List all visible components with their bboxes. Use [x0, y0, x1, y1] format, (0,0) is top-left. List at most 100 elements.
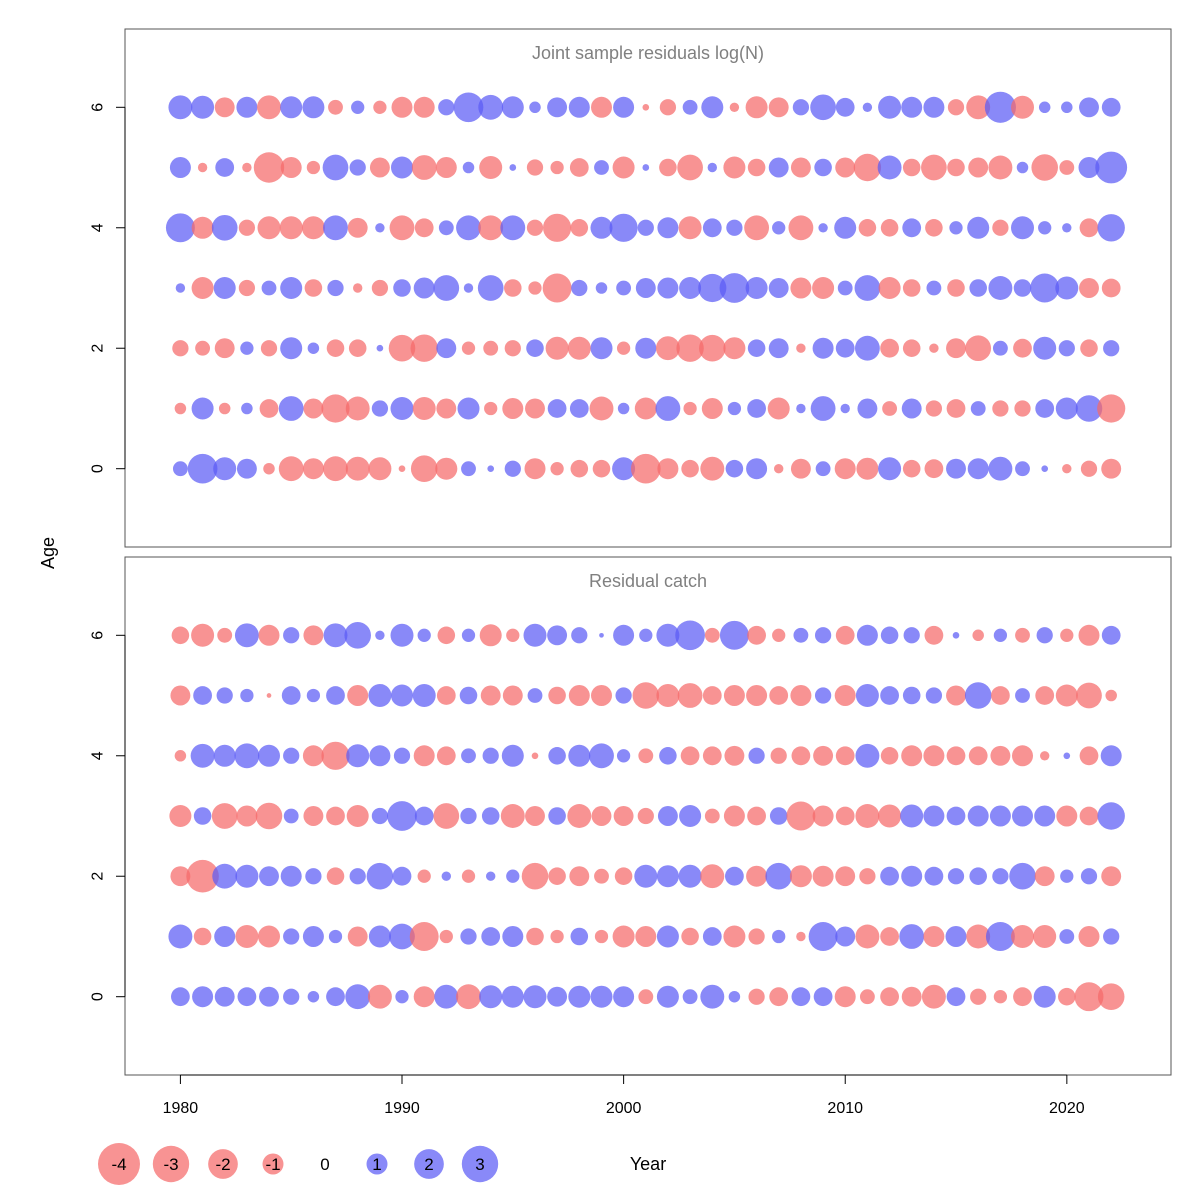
negative-residual-bubble — [435, 457, 458, 480]
negative-residual-bubble — [924, 459, 944, 479]
negative-residual-bubble — [882, 401, 898, 416]
positive-residual-bubble — [657, 277, 679, 299]
positive-residual-bubble — [280, 865, 302, 887]
positive-residual-bubble — [371, 807, 389, 825]
negative-residual-bubble — [353, 283, 363, 293]
positive-residual-bubble — [1101, 625, 1121, 645]
negative-residual-bubble — [676, 334, 704, 362]
positive-residual-bubble — [302, 96, 325, 119]
negative-residual-bubble — [259, 399, 279, 418]
positive-residual-bubble — [901, 96, 923, 118]
negative-residual-bubble — [279, 216, 303, 240]
negative-residual-bubble — [436, 686, 456, 705]
positive-residual-bubble — [191, 397, 214, 420]
negative-residual-bubble — [880, 338, 899, 358]
negative-residual-bubble — [543, 213, 572, 242]
negative-residual-bubble — [238, 279, 256, 297]
negative-residual-bubble — [172, 340, 189, 357]
negative-residual-bubble — [191, 276, 214, 300]
negative-residual-bubble — [303, 625, 324, 646]
negative-residual-bubble — [729, 102, 740, 113]
negative-residual-bubble — [1035, 686, 1055, 705]
legend-label: -3 — [163, 1155, 178, 1174]
negative-residual-bubble — [369, 157, 390, 178]
positive-residual-bubble — [964, 682, 992, 709]
y-axis-title: Age — [38, 537, 58, 569]
negative-residual-bubble — [678, 216, 702, 240]
positive-residual-bubble — [168, 95, 193, 120]
negative-residual-bubble — [260, 340, 278, 357]
negative-residual-bubble — [550, 462, 564, 476]
negative-residual-bubble — [1078, 926, 1100, 947]
negative-residual-bubble — [217, 627, 233, 643]
negative-residual-bubble — [280, 157, 302, 178]
positive-residual-bubble — [813, 987, 833, 1007]
positive-residual-bubble — [877, 155, 902, 180]
negative-residual-bubble — [835, 806, 855, 826]
positive-residual-bubble — [547, 97, 568, 118]
negative-residual-bubble — [502, 398, 524, 419]
negative-residual-bubble — [925, 400, 943, 417]
positive-residual-bubble — [169, 157, 191, 178]
negative-residual-bubble — [946, 685, 966, 706]
negative-residual-bubble — [770, 747, 787, 764]
negative-residual-bubble — [301, 216, 325, 240]
negative-residual-bubble — [878, 276, 901, 300]
positive-residual-bubble — [487, 465, 495, 473]
negative-residual-bubble — [170, 866, 191, 887]
negative-residual-bubble — [391, 96, 413, 118]
negative-residual-bubble — [568, 685, 590, 706]
positive-residual-bubble — [1013, 279, 1032, 297]
positive-residual-bubble — [1055, 276, 1079, 300]
negative-residual-bubble — [569, 866, 590, 887]
negative-residual-bubble — [835, 625, 855, 645]
x-tick-label: 1980 — [163, 1100, 199, 1117]
legend-label: -2 — [215, 1155, 230, 1174]
positive-residual-bubble — [594, 160, 609, 175]
positive-residual-bubble — [902, 686, 921, 705]
positive-residual-bubble — [506, 869, 520, 883]
positive-residual-bubble — [1055, 397, 1078, 420]
y-tick-label: 0 — [90, 464, 107, 473]
positive-residual-bubble — [216, 687, 233, 704]
negative-residual-bubble — [988, 155, 1013, 180]
positive-residual-bubble — [501, 985, 524, 1008]
positive-residual-bubble — [500, 215, 526, 241]
positive-residual-bubble — [970, 401, 986, 416]
positive-residual-bubble — [368, 925, 391, 948]
positive-residual-bubble — [969, 279, 987, 297]
positive-residual-bubble — [1103, 928, 1120, 945]
positive-residual-bubble — [283, 808, 299, 824]
positive-residual-bubble — [1075, 395, 1103, 422]
positive-residual-bubble — [880, 866, 899, 886]
positive-residual-bubble — [855, 743, 880, 768]
negative-residual-bubble — [613, 806, 634, 826]
positive-residual-bubble — [900, 804, 924, 828]
negative-residual-bubble — [790, 157, 811, 178]
positive-residual-bubble — [351, 100, 365, 114]
negative-residual-bubble — [500, 804, 525, 828]
positive-residual-bubble — [993, 628, 1008, 642]
positive-residual-bubble — [810, 94, 836, 121]
negative-residual-bubble — [484, 401, 498, 416]
negative-residual-bubble — [1105, 689, 1117, 702]
negative-residual-bubble — [789, 865, 812, 888]
negative-residual-bubble — [1080, 339, 1098, 357]
negative-residual-bubble — [594, 868, 609, 884]
negative-residual-bubble — [723, 805, 745, 827]
positive-residual-bubble — [947, 868, 965, 885]
positive-residual-bubble — [613, 96, 635, 118]
negative-residual-bubble — [410, 455, 438, 482]
positive-residual-bubble — [702, 927, 722, 946]
positive-residual-bubble — [814, 158, 832, 177]
negative-residual-bubble — [813, 745, 834, 766]
negative-residual-bubble — [306, 160, 321, 175]
positive-residual-bubble — [523, 985, 547, 1009]
positive-residual-bubble — [214, 926, 236, 947]
positive-residual-bubble — [746, 458, 768, 480]
negative-residual-bubble — [946, 746, 966, 766]
positive-residual-bubble — [438, 220, 454, 236]
positive-residual-bubble — [946, 987, 966, 1007]
negative-residual-bubble — [347, 217, 368, 238]
negative-residual-bubble — [531, 752, 539, 760]
